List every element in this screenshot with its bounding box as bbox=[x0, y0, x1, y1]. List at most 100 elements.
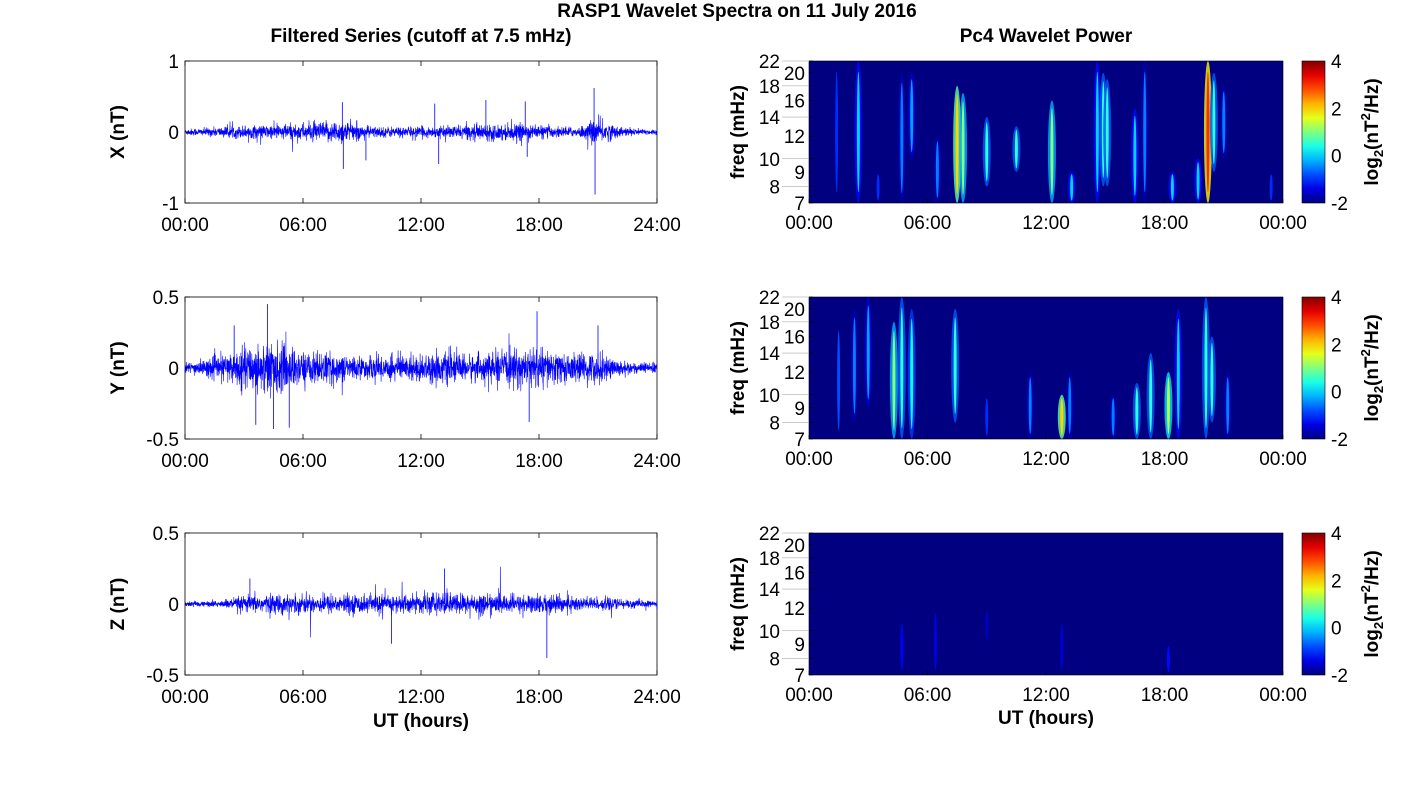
colorbar-label-sub: 2 bbox=[1371, 386, 1386, 393]
power-burst bbox=[835, 71, 839, 193]
y-tick-label: 0.5 bbox=[153, 524, 179, 545]
power-burst bbox=[961, 101, 965, 195]
power-burst bbox=[1050, 108, 1054, 196]
x-tick-label: 24:00 bbox=[633, 215, 681, 236]
y-tick-label: 22 bbox=[759, 288, 780, 309]
y-tick-label: 10 bbox=[759, 622, 780, 643]
y-tick-label: 8 bbox=[769, 177, 780, 198]
x-tick-label: 12:00 bbox=[397, 215, 445, 236]
y-tick-label: 0 bbox=[168, 123, 179, 144]
power-burst bbox=[1149, 359, 1153, 433]
y-tick-label: 8 bbox=[769, 649, 780, 670]
y-tick-label: -1 bbox=[162, 194, 179, 215]
x-tick-label: 00:00 bbox=[785, 685, 833, 706]
x-tick-label: 12:00 bbox=[1022, 449, 1070, 470]
x-tick-label: 00:00 bbox=[1259, 449, 1307, 470]
power-bursts bbox=[832, 61, 1276, 203]
power-burst bbox=[910, 318, 914, 430]
power-burst bbox=[1105, 87, 1109, 179]
y-tick-label: 20 bbox=[784, 300, 805, 321]
y-tick-label: 16 bbox=[784, 91, 805, 112]
x-tick-label: 18:00 bbox=[1141, 449, 1189, 470]
power-burst bbox=[1210, 342, 1214, 416]
y-axis-label: freq (mHz) bbox=[728, 557, 749, 651]
y-tick-label: 14 bbox=[759, 344, 781, 365]
power-burst bbox=[1166, 377, 1170, 434]
y-tick-label: 16 bbox=[784, 563, 805, 584]
x-tick-label: 00:00 bbox=[1259, 213, 1307, 234]
y-tick-label: 18 bbox=[759, 549, 780, 570]
y-tick-label: 18 bbox=[759, 77, 780, 98]
power-burst bbox=[892, 330, 896, 431]
y-tick-label: 8 bbox=[769, 413, 780, 434]
power-burst bbox=[1269, 174, 1273, 201]
series-panel-y: 0.5 0 -0.500:00 06:00 12:00 18:00 24:00 Y (nT) bbox=[108, 288, 681, 472]
power-burst bbox=[1070, 174, 1074, 201]
x-tick-label: 18:00 bbox=[515, 451, 563, 472]
power-burst bbox=[1111, 398, 1115, 436]
power-burst bbox=[1133, 115, 1137, 196]
x-tick-label: 00:00 bbox=[785, 449, 833, 470]
y-tick-label: 10 bbox=[759, 386, 780, 407]
colorbar-tick-label: 0 bbox=[1331, 147, 1342, 168]
power-bursts bbox=[897, 608, 1173, 675]
power-burst bbox=[900, 307, 904, 429]
colorbar-tick-label: 2 bbox=[1331, 571, 1342, 592]
power-burst bbox=[900, 82, 904, 194]
y-axis-label: Y (nT) bbox=[108, 341, 129, 394]
figure-title: RASP1 Wavelet Spectra on 11 July 2016 bbox=[557, 1, 916, 22]
power-burst bbox=[866, 305, 870, 400]
y-tick-label: 20 bbox=[784, 64, 805, 85]
colorbar-tick-label: 0 bbox=[1331, 383, 1342, 404]
colorbar-label-mid: (nT bbox=[1362, 356, 1383, 386]
power-bursts bbox=[834, 297, 1232, 439]
x-tick-label: 18:00 bbox=[1141, 213, 1189, 234]
y-axis-label: freq (mHz) bbox=[728, 321, 749, 415]
y-tick-label: 0.5 bbox=[153, 288, 179, 309]
series-line bbox=[184, 566, 658, 638]
colorbar-label-base: log bbox=[1362, 629, 1383, 658]
colorbar-label-sup: 2 bbox=[1358, 349, 1373, 356]
power-burst bbox=[1170, 174, 1174, 201]
colorbar-tick-label: 4 bbox=[1331, 524, 1342, 545]
x-tick-label: 06:00 bbox=[279, 451, 327, 472]
colorbar-label: log2(nT2/Hz) bbox=[1358, 550, 1386, 657]
y-tick-label: 12 bbox=[784, 363, 805, 384]
spectrogram-background bbox=[809, 533, 1283, 675]
colorbar-label-sup: 2 bbox=[1358, 585, 1373, 592]
x-tick-label: 06:00 bbox=[904, 449, 952, 470]
power-burst bbox=[935, 141, 939, 198]
colorbar bbox=[1301, 296, 1326, 440]
y-tick-label: 20 bbox=[784, 536, 805, 557]
colorbar-label-sub: 2 bbox=[1371, 150, 1386, 157]
y-tick-label: 9 bbox=[794, 163, 805, 184]
y-tick-label: 14 bbox=[759, 108, 781, 129]
colorbar-tick-label: -2 bbox=[1331, 194, 1348, 215]
colorbar-label-base: log bbox=[1362, 393, 1383, 422]
colorbar bbox=[1301, 60, 1326, 204]
power-burst bbox=[1014, 129, 1018, 169]
colorbar-tick-label: 0 bbox=[1331, 619, 1342, 640]
colorbar-tick-label: -2 bbox=[1331, 666, 1348, 687]
colorbar-tick-label: 2 bbox=[1331, 99, 1342, 120]
series-panel-x: 1 0 -100:00 06:00 12:00 18:00 24:00 X (nT) bbox=[108, 52, 681, 236]
colorbar-label-sup: 2 bbox=[1358, 113, 1373, 120]
x-axis-label: UT (hours) bbox=[998, 708, 1094, 729]
colorbar-label-mid: (nT bbox=[1362, 120, 1383, 150]
y-tick-label: 7 bbox=[794, 194, 805, 215]
x-tick-label: 12:00 bbox=[397, 451, 445, 472]
power-burst bbox=[1060, 623, 1064, 671]
y-tick-label: 0 bbox=[168, 595, 179, 616]
x-tick-label: 00:00 bbox=[1259, 685, 1307, 706]
x-tick-label: 24:00 bbox=[633, 687, 681, 708]
power-burst bbox=[1143, 71, 1147, 193]
power-burst bbox=[910, 79, 914, 153]
y-tick-label: -0.5 bbox=[146, 666, 179, 687]
y-tick-label: -0.5 bbox=[146, 430, 179, 451]
power-burst bbox=[1176, 318, 1180, 430]
y-tick-label: 22 bbox=[759, 524, 780, 545]
x-tick-label: 06:00 bbox=[904, 685, 952, 706]
power-burst bbox=[985, 610, 989, 642]
power-burst bbox=[1166, 646, 1170, 673]
y-tick-label: 9 bbox=[794, 399, 805, 420]
